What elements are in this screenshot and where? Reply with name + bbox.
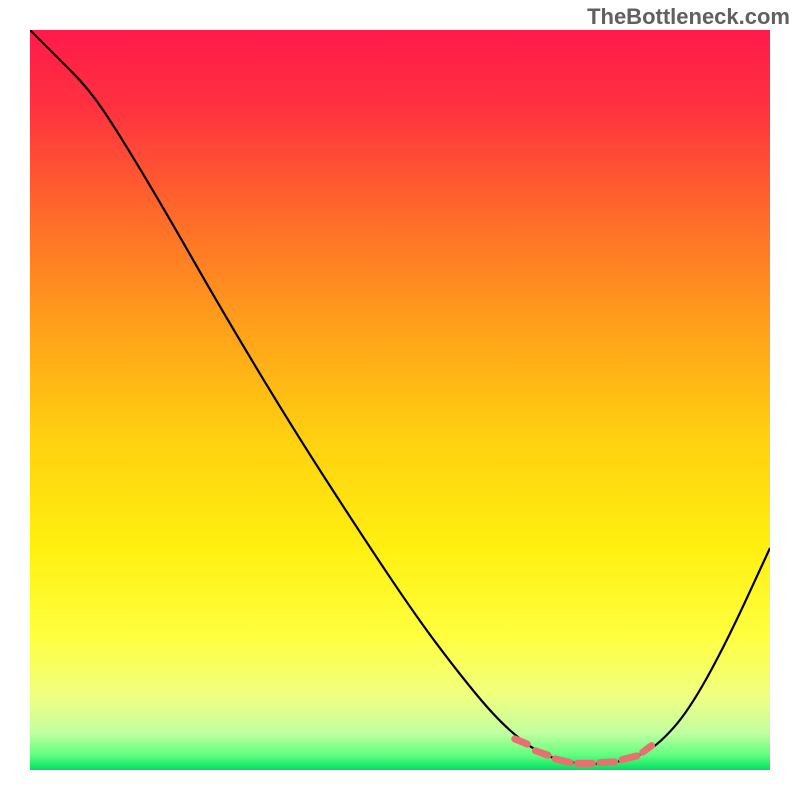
highlight-segment <box>515 739 528 744</box>
chart-container: TheBottleneck.com <box>0 0 800 800</box>
highlight-segment <box>555 759 570 763</box>
highlight-segment <box>600 762 615 763</box>
watermark-text: TheBottleneck.com <box>587 4 790 30</box>
highlight-segment <box>622 756 637 760</box>
highlight-segment <box>535 751 548 755</box>
chart-background <box>30 30 770 770</box>
plot-area <box>30 30 770 770</box>
bottleneck-curve-chart <box>30 30 770 770</box>
